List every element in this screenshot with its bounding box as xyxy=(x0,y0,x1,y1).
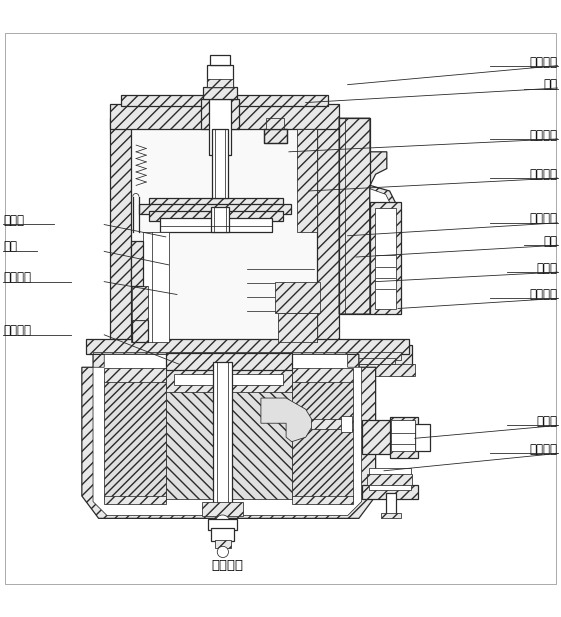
Text: 接线盒盖: 接线盒盖 xyxy=(530,288,558,301)
Bar xyxy=(370,202,401,314)
Bar xyxy=(144,232,168,342)
Text: 叶轮: 叶轮 xyxy=(3,241,17,254)
Bar xyxy=(297,129,317,233)
Bar xyxy=(132,320,148,342)
Bar xyxy=(275,282,320,313)
Bar xyxy=(381,513,401,518)
Bar xyxy=(292,368,353,383)
Bar xyxy=(131,241,144,286)
Text: 上连接孔: 上连接孔 xyxy=(530,56,558,68)
Bar xyxy=(317,118,339,342)
Bar xyxy=(104,381,166,499)
Bar xyxy=(203,88,237,99)
Bar xyxy=(392,420,415,451)
Polygon shape xyxy=(82,354,376,518)
Text: 平衡气室: 平衡气室 xyxy=(530,212,558,225)
Bar xyxy=(264,130,287,143)
Text: （图一）: （图一） xyxy=(211,560,243,573)
Polygon shape xyxy=(339,118,387,314)
Bar xyxy=(367,474,412,485)
Bar xyxy=(210,55,230,65)
Bar xyxy=(362,420,393,454)
Bar xyxy=(292,496,353,504)
Bar xyxy=(415,424,430,451)
Bar xyxy=(206,79,233,88)
Bar xyxy=(278,313,317,342)
Bar xyxy=(174,374,283,385)
Polygon shape xyxy=(370,185,395,252)
Bar xyxy=(166,370,292,499)
Bar xyxy=(264,130,287,143)
Text: 进线孔: 进线孔 xyxy=(536,415,558,428)
Bar xyxy=(362,485,417,499)
Text: 导流环: 导流环 xyxy=(3,213,25,226)
Bar xyxy=(208,520,237,529)
Bar xyxy=(202,502,243,516)
Text: 注油螺塞: 注油螺塞 xyxy=(530,128,558,141)
Polygon shape xyxy=(261,398,314,442)
Bar xyxy=(104,368,166,383)
Circle shape xyxy=(217,546,228,558)
Bar xyxy=(359,365,415,376)
Bar xyxy=(215,540,231,548)
Bar xyxy=(362,345,412,367)
Bar xyxy=(93,352,401,360)
Bar xyxy=(339,118,370,314)
Bar xyxy=(99,358,395,365)
Bar xyxy=(149,211,283,222)
Bar xyxy=(210,528,234,540)
Bar xyxy=(209,99,231,155)
Bar xyxy=(132,286,148,320)
Polygon shape xyxy=(370,189,390,248)
Bar xyxy=(386,493,396,516)
Text: 隔爆电机: 隔爆电机 xyxy=(3,325,31,337)
Bar xyxy=(140,204,291,215)
Text: 连杆: 连杆 xyxy=(544,78,558,91)
Bar xyxy=(110,104,339,130)
Bar xyxy=(390,416,417,458)
Text: 成套活塞: 成套活塞 xyxy=(530,168,558,181)
Bar xyxy=(292,381,353,499)
Text: 中间发兰: 中间发兰 xyxy=(3,271,31,284)
Bar xyxy=(166,354,292,370)
Bar xyxy=(149,197,283,208)
Bar xyxy=(210,207,229,233)
Bar xyxy=(110,118,131,342)
Bar xyxy=(311,419,342,429)
Polygon shape xyxy=(93,354,362,516)
Circle shape xyxy=(215,515,230,529)
Bar xyxy=(131,130,317,342)
Bar xyxy=(206,65,233,88)
Text: 缸体: 缸体 xyxy=(544,235,558,248)
Bar xyxy=(341,416,352,432)
Bar xyxy=(266,118,284,130)
Bar xyxy=(86,339,409,354)
Bar xyxy=(211,129,228,197)
Bar xyxy=(104,496,166,504)
Text: 下连接孔: 下连接孔 xyxy=(530,443,558,456)
Bar xyxy=(121,95,328,106)
Bar xyxy=(369,468,411,491)
Bar xyxy=(160,218,272,233)
Text: 接线腔: 接线腔 xyxy=(536,262,558,275)
Bar xyxy=(375,208,396,308)
Bar xyxy=(213,362,232,513)
Bar xyxy=(166,367,292,392)
Bar xyxy=(201,99,239,130)
